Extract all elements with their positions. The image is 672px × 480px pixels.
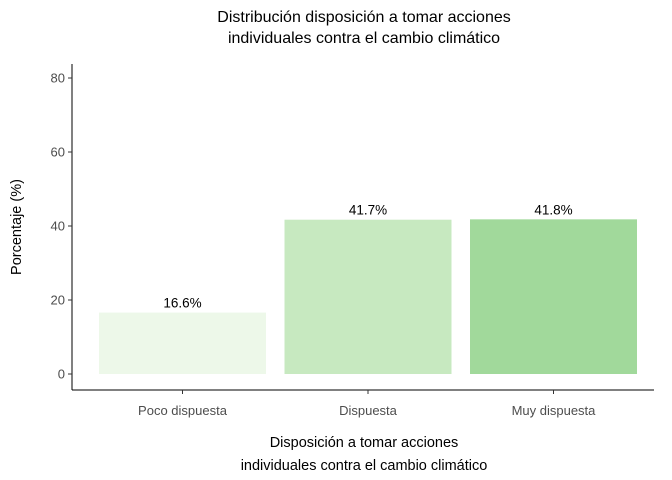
bars-group	[99, 219, 637, 374]
y-tick-label-40: 40	[51, 219, 65, 234]
bar-3	[470, 219, 637, 374]
y-tick-label-0: 0	[58, 367, 65, 382]
bar-1	[99, 312, 266, 374]
x-tick-label-1: Poco dispuesta	[138, 403, 228, 418]
x-tick-label-3: Muy dispuesta	[512, 403, 597, 418]
x-axis-label-line-1: Disposición a tomar acciones	[270, 435, 459, 451]
data-label-1: 16.6%	[163, 296, 201, 311]
y-tick-label-20: 20	[51, 293, 65, 308]
data-labels-group: 16.6% 41.7% 41.8%	[163, 202, 572, 310]
y-axis-label: Porcentaje (%)	[9, 179, 25, 275]
bar-2	[284, 219, 452, 374]
y-ticks-group: 0 20 40 60 80	[51, 71, 72, 382]
y-tick-label-80: 80	[51, 71, 65, 86]
x-ticks-group: Poco dispuesta Dispuesta Muy dispuesta	[138, 390, 596, 418]
x-axis-label-line-2: individuales contra el cambio climático	[241, 458, 488, 474]
chart-title-line-1: Distribución disposición a tomar accione…	[217, 9, 510, 26]
y-tick-label-60: 60	[51, 145, 65, 160]
x-tick-label-2: Dispuesta	[339, 403, 398, 418]
chart-title-line-2: individuales contra el cambio climático	[228, 30, 500, 47]
data-label-3: 41.8%	[534, 202, 572, 217]
data-label-2: 41.7%	[349, 203, 387, 218]
